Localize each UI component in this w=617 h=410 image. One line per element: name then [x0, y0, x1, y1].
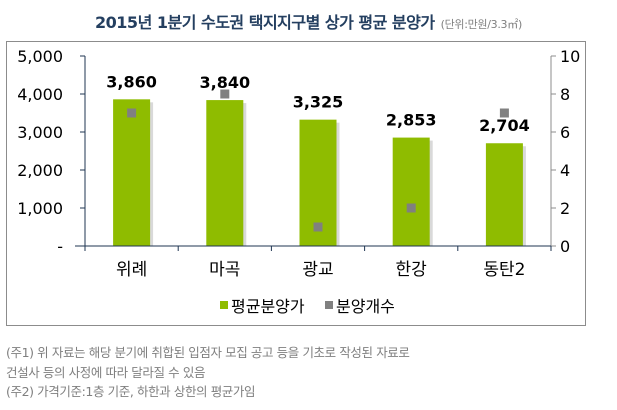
footnote-1-cont: 건설사 등의 사정에 따라 달라질 수 있음: [6, 365, 206, 380]
left-axis-label: 4,000: [17, 85, 63, 104]
x-axis-label: 동탄2: [483, 260, 525, 280]
right-axis-label: 8: [560, 85, 570, 104]
right-axis-label: 0: [560, 237, 570, 256]
legend-swatch-icon: [325, 301, 333, 309]
bar-value-label: 3,860: [106, 72, 157, 91]
right-axis-label: 10: [560, 47, 580, 66]
chart-title: 2015년 1분기 수도권 택지지구별 상가 평균 분양가 (단위:만원/3.3㎡…: [0, 9, 617, 33]
x-axis-label: 위례: [116, 260, 147, 280]
right-axis-label: 4: [560, 161, 570, 180]
marker-광교: [313, 222, 323, 232]
x-axis-label: 마곡: [209, 260, 240, 280]
left-axis-label: -: [57, 237, 63, 256]
bar-동탄2: [485, 143, 523, 246]
bar-value-label: 2,853: [386, 111, 437, 130]
bar-value-label: 2,704: [479, 116, 530, 135]
right-axis-label: 2: [560, 199, 570, 218]
left-axis-label: 5,000: [17, 47, 63, 66]
bar-한강: [392, 137, 430, 246]
chart-title-main: 2015년 1분기 수도권 택지지구별 상가 평균 분양가: [95, 13, 435, 32]
legend-swatch-icon: [220, 301, 228, 309]
bar-value-label: 3,325: [293, 93, 344, 112]
left-axis-label: 3,000: [17, 123, 63, 142]
x-axis-label: 광교: [302, 260, 333, 280]
bar-value-label: 3,840: [199, 73, 250, 92]
marker-동탄2: [499, 108, 509, 118]
legend-item-label: 분양개수: [336, 297, 395, 316]
footnote-1: (주1) 위 자료는 해당 분기에 취합된 입점자 모집 공고 등을 기초로 작…: [6, 345, 410, 360]
left-axis-label: 1,000: [17, 199, 63, 218]
marker-위례: [127, 108, 137, 118]
chart-frame: [6, 41, 586, 326]
marker-한강: [406, 203, 416, 213]
footnote-2: (주2) 가격기준:1층 기준, 하한과 상한의 평균가임: [6, 384, 256, 399]
right-axis-label: 6: [560, 123, 570, 142]
left-axis-label: 2,000: [17, 161, 63, 180]
legend-item-label: 평균분양가: [231, 297, 305, 316]
bar-위례: [113, 99, 151, 246]
chart-unit-label: (단위:만원/3.3㎡): [440, 18, 523, 31]
bar-마곡: [206, 100, 244, 246]
marker-마곡: [220, 89, 230, 99]
x-axis-label: 한강: [396, 260, 428, 280]
